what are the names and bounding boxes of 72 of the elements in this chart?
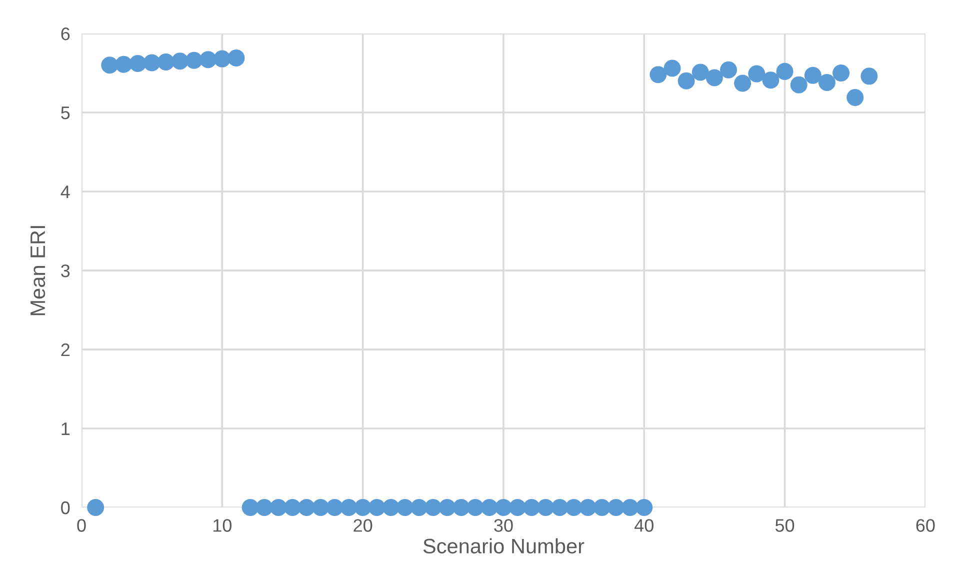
point [748,65,766,82]
y-tick-label: 0 [61,501,70,514]
point [804,66,822,84]
point [762,72,780,89]
point [200,51,217,68]
point [340,498,358,516]
point [860,68,878,85]
point [326,498,344,516]
y-tick-label: 3 [61,264,70,278]
point [312,498,330,516]
y-tick-label: 2 [61,343,70,356]
point [790,76,808,94]
point [846,89,864,106]
point [368,498,386,516]
x-tick-label: 0 [77,519,86,532]
x-tick-label: 10 [214,519,232,532]
x-axis-title: Scenario Number [423,538,584,554]
y-tick-label: 1 [62,422,70,436]
point [171,52,188,70]
point [298,498,316,516]
point [509,498,526,516]
point [636,498,653,516]
point [480,498,498,516]
y-tick-label: 4 [60,186,70,198]
point [382,498,400,516]
point [270,498,287,516]
point [228,50,245,67]
point [593,498,610,516]
point [706,69,723,86]
point [678,72,695,90]
point [607,498,624,516]
point [396,498,414,516]
point [650,66,667,84]
point [143,54,160,72]
point [129,55,146,72]
point [537,498,554,516]
point [157,53,174,70]
x-tick-label: 30 [494,519,513,532]
point [776,62,794,80]
point [832,64,850,82]
point [424,498,442,516]
point [466,498,484,516]
point [734,74,752,92]
point [354,498,372,516]
point [115,56,132,73]
point [622,498,639,516]
y-axis-title: Mean ERI [30,226,46,316]
point [438,498,456,516]
x-tick-label: 40 [634,519,654,532]
point [186,52,203,69]
point [818,74,836,92]
point [664,60,681,77]
point [494,498,512,516]
point [523,498,540,516]
point [87,498,104,516]
point [720,61,738,78]
x-tick-label: 20 [354,519,372,532]
point [214,50,231,68]
point [101,56,118,74]
point [410,498,428,516]
point [242,498,259,516]
x-tick-label: 50 [775,519,794,532]
point [284,498,301,516]
y-tick-label: 5 [61,106,70,120]
point [452,498,470,516]
x-tick-label: 60 [916,519,935,532]
point [256,498,273,516]
point [692,64,709,81]
point [551,498,568,516]
point [579,498,596,516]
y-tick-label: 6 [61,27,70,40]
point [565,498,582,516]
